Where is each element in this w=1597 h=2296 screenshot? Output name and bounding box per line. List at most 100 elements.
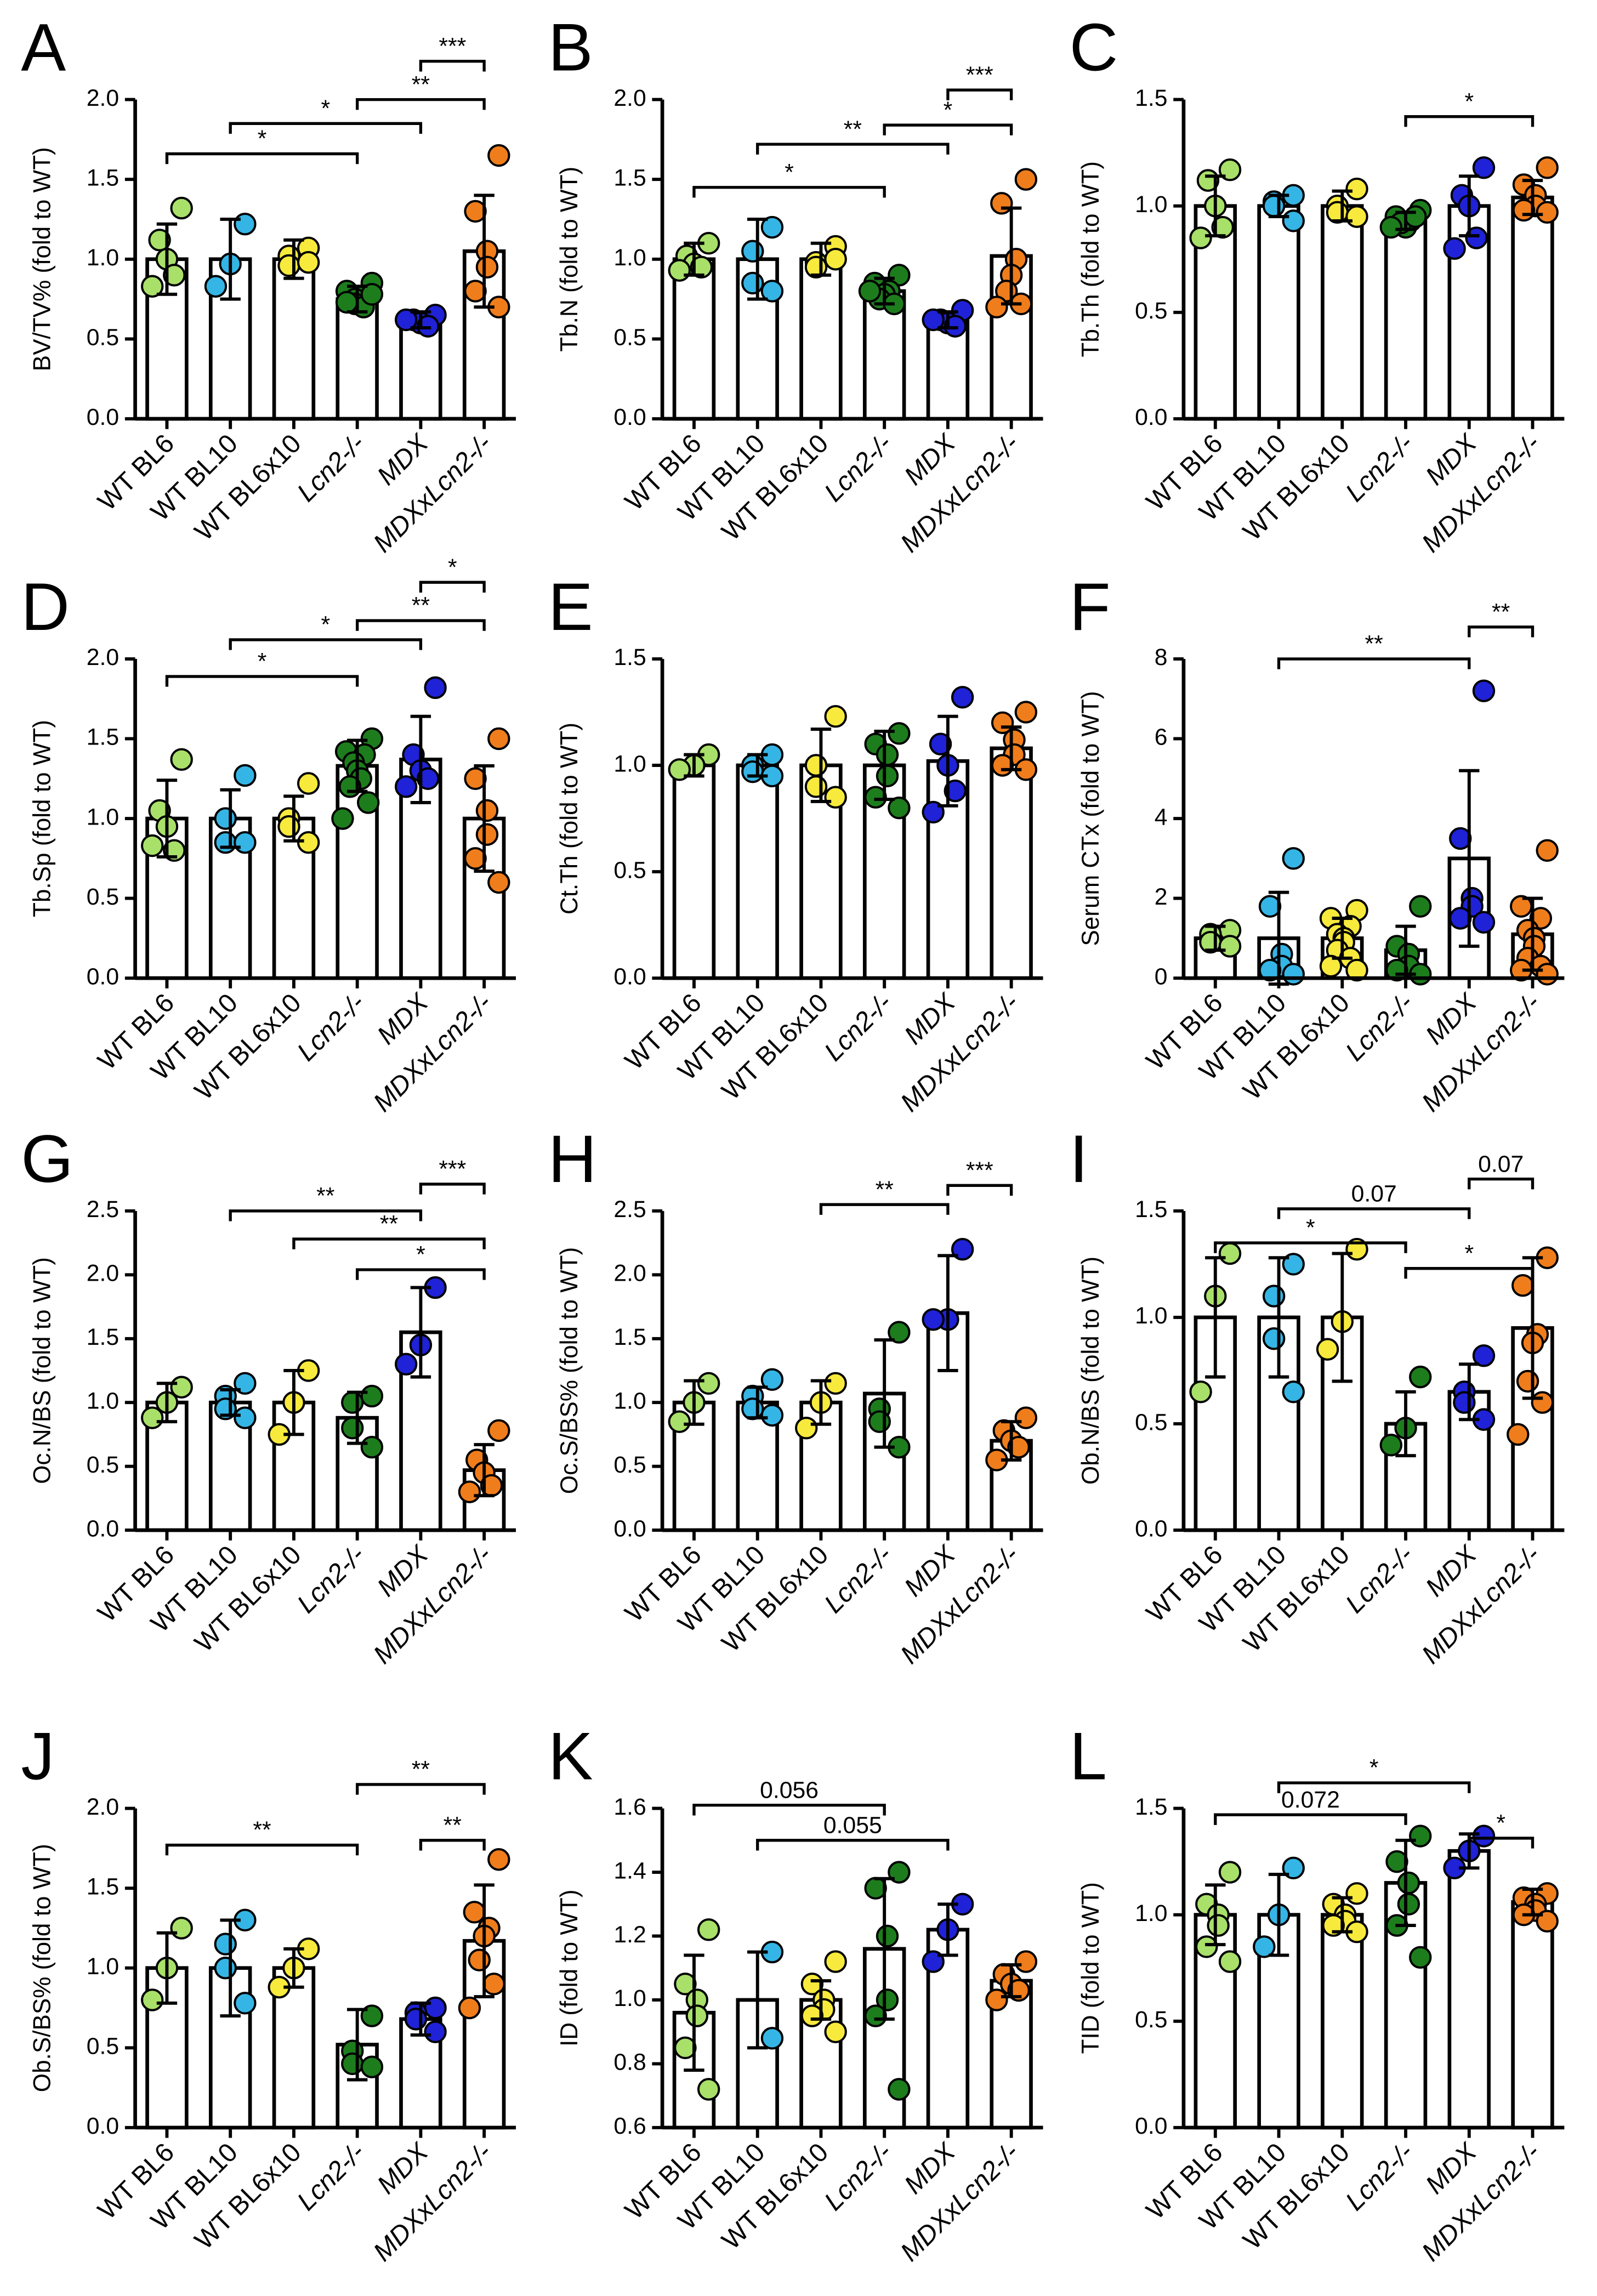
y-tick-label: 0.8 [613, 2049, 646, 2076]
data-point [760, 280, 784, 303]
bracket-label: ** [412, 1757, 430, 1783]
y-tick-label: 0.0 [87, 2113, 119, 2139]
bracket-label: 0.072 [1281, 1787, 1340, 1813]
bracket-label: ** [444, 1812, 462, 1838]
data-point [1536, 156, 1559, 179]
error-bar [1522, 1256, 1543, 1400]
bar [462, 249, 506, 421]
significance-bracket: * [1468, 1810, 1535, 1849]
panel: KID (fold to WT)0.60.81.01.21.41.6WT BL6… [548, 1719, 1043, 2267]
error-bar [1522, 179, 1543, 217]
data-point [214, 1957, 237, 1980]
bracket-label: * [416, 1242, 425, 1268]
error-bar [220, 218, 241, 301]
panel: JOb.S/BS% (fold to WT)0.00.51.01.52.0WT … [21, 1719, 516, 2267]
bracket-line [229, 122, 423, 134]
data-point [475, 799, 499, 822]
bracket-line [756, 1839, 950, 1851]
bar [1511, 1900, 1554, 2130]
error-bar [410, 1286, 431, 1379]
error-bar [474, 194, 495, 309]
y-axis-label: ID (fold to WT) [556, 1889, 583, 2046]
error-bar [156, 222, 178, 296]
y-tick-label: 1.4 [613, 1857, 646, 1884]
data-point [234, 1992, 257, 2015]
y-tick-label: 0.5 [1135, 2007, 1167, 2033]
data-point [1453, 1391, 1476, 1414]
error-bar [1001, 1963, 1022, 1999]
data-point [1218, 1242, 1242, 1265]
data-point [204, 275, 228, 298]
bracket-line [355, 619, 486, 631]
error-bar [1001, 725, 1022, 771]
bracket-label: 0.07 [1478, 1151, 1524, 1177]
data-point [760, 2027, 784, 2050]
error-bar [156, 1931, 178, 2005]
data-point [170, 196, 193, 220]
data-point [360, 1384, 384, 1408]
data-point [1449, 907, 1472, 930]
data-point [487, 144, 510, 167]
panel: DTb.Sp (fold to WT)0.00.51.01.52.0WT BL6… [21, 554, 516, 1117]
data-point [424, 1996, 447, 2020]
y-axis-label: Oc.S/BS% (fold to WT) [556, 1247, 583, 1494]
data-point [148, 229, 171, 252]
y-tick-label: 1.0 [1135, 1900, 1167, 1926]
y-tick-label: 0.0 [613, 404, 646, 430]
error-bar [1268, 194, 1289, 219]
bracket-label: 0.056 [760, 1777, 819, 1803]
data-point [1409, 1946, 1432, 1969]
data-point [1262, 1327, 1286, 1350]
bracket-label: *** [439, 1156, 466, 1183]
y-axis-label: BV/TV% (fold to WT) [29, 147, 56, 371]
y-tick-label: 2.0 [613, 1260, 646, 1287]
data-point [697, 1372, 720, 1395]
data-point [1516, 1369, 1539, 1393]
bracket-label: 0.055 [823, 1812, 882, 1838]
data-point [163, 264, 186, 287]
y-tick-label: 1.5 [613, 164, 646, 191]
panel-letter: L [1070, 1719, 1107, 1794]
significance-bracket: * [692, 159, 886, 198]
data-point [341, 1417, 364, 1440]
data-point [482, 1973, 505, 1996]
data-point [1443, 237, 1466, 260]
data-point [141, 1406, 164, 1429]
x-tick-label: Lcn2-/- [1340, 2138, 1419, 2217]
error-bar [747, 218, 768, 301]
data-point [360, 2055, 384, 2078]
error-bar [220, 1918, 241, 2017]
error-bar [1332, 1252, 1352, 1383]
data-point [424, 676, 447, 700]
panel: BTb.N (fold to WT)0.00.51.01.52.0WT BL6W… [548, 10, 1043, 558]
y-tick-label: 1.0 [87, 1388, 119, 1414]
panel-letter: E [548, 570, 593, 645]
error-bar [410, 714, 431, 804]
error-bar [1332, 1896, 1352, 1934]
bracket-label: *** [966, 62, 993, 88]
data-point [1195, 1935, 1218, 1958]
error-bar [1001, 206, 1022, 306]
y-tick-label: 1.5 [87, 164, 119, 191]
bracket-label: * [321, 612, 330, 638]
y-tick-label: 0.5 [87, 884, 119, 910]
bracket-line [946, 88, 1013, 100]
y-tick-label: 0.5 [87, 1452, 119, 1478]
y-tick-label: 1.0 [613, 1388, 646, 1414]
y-tick-label: 0.6 [613, 2113, 646, 2139]
error-bar [1205, 1883, 1226, 1946]
bracket-label: * [944, 97, 953, 123]
bracket-label: * [1464, 88, 1474, 115]
data-point [1282, 963, 1305, 986]
data-point [1465, 226, 1488, 249]
data-point [824, 2020, 847, 2043]
data-point [1014, 168, 1038, 191]
y-tick-label: 0.5 [613, 1452, 646, 1478]
significance-bracket: *** [419, 1156, 486, 1195]
data-point [356, 791, 380, 814]
y-tick-label: 1.0 [613, 751, 646, 777]
data-point [1007, 1436, 1030, 1459]
panel-letter: J [21, 1719, 54, 1794]
data-point [804, 775, 828, 798]
